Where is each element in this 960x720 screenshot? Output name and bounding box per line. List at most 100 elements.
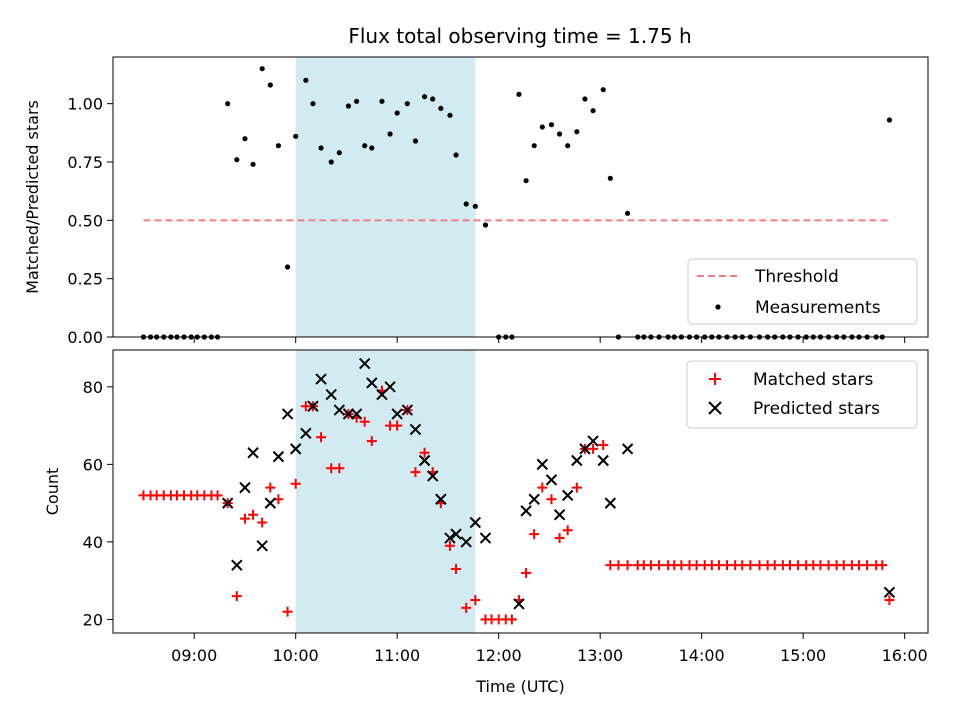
predicted-point <box>621 443 634 455</box>
matched-point <box>334 463 345 474</box>
matched-point <box>282 606 293 617</box>
measurement-point <box>275 143 282 149</box>
cross-b <box>342 408 355 420</box>
legend-predicted-label: Predicted stars <box>753 399 880 419</box>
measurement-point <box>318 145 324 151</box>
measurement-point <box>582 96 588 102</box>
y-tick-label: 0.75 <box>67 153 103 172</box>
legend-measurement-label: Measurements <box>755 298 881 318</box>
predicted-point <box>427 470 439 482</box>
cross-b <box>315 373 327 385</box>
legend-measurement-swatch <box>715 304 721 310</box>
matched-point <box>366 436 377 447</box>
ratio-axes-frame <box>112 56 929 338</box>
count-legend: Matched stars Predicted stars <box>686 360 918 429</box>
matched-point <box>290 478 301 489</box>
x-tick-label: 16:00 <box>882 646 928 665</box>
predicted-point <box>247 447 259 459</box>
cross-b <box>469 516 482 529</box>
predicted-point <box>342 408 355 420</box>
measurement-point <box>886 117 893 123</box>
cross-b <box>391 408 403 420</box>
y-tick-label: 0.00 <box>67 328 103 347</box>
x-tick-label: 10:00 <box>273 646 319 665</box>
measurement-point <box>556 131 563 137</box>
matched-point <box>598 439 609 450</box>
measurement-point <box>310 101 316 107</box>
predicted-point <box>350 408 363 420</box>
cross-b <box>325 388 337 401</box>
matched-point <box>562 525 573 536</box>
measurement-point <box>328 159 334 165</box>
matched-point <box>745 560 756 571</box>
predicted-point <box>450 528 462 540</box>
predicted-point <box>528 493 540 505</box>
measurement-point <box>293 133 299 139</box>
cross-b <box>571 454 583 467</box>
measurement-point <box>447 112 453 118</box>
matched-point <box>529 529 540 540</box>
matched-point <box>248 509 259 520</box>
matched-point <box>654 560 665 571</box>
predicted-point <box>289 443 302 455</box>
count-x-label: Time (UTC) <box>475 677 564 696</box>
cross-b <box>528 493 540 505</box>
predicted-point <box>264 497 277 509</box>
cross-b <box>536 458 549 471</box>
cross-b <box>460 536 472 548</box>
predicted-point <box>479 532 492 544</box>
predicted-point <box>597 454 609 467</box>
ratio-x-ticks <box>193 337 906 343</box>
cross-b <box>883 586 896 599</box>
predicted-point <box>604 497 617 509</box>
measurement-point <box>412 138 419 144</box>
cross-b <box>450 528 462 540</box>
matched-point <box>470 595 481 606</box>
cross-b <box>561 489 574 502</box>
y-tick-label: 60 <box>83 455 103 474</box>
cross-b <box>300 427 312 440</box>
predicted-point <box>513 598 525 610</box>
predicted-point <box>545 474 558 486</box>
measurement-point <box>607 175 613 181</box>
matched-point <box>419 447 430 458</box>
predicted-point <box>231 559 243 571</box>
measurement-point <box>336 150 342 156</box>
cross-b <box>221 497 234 509</box>
predicted-point <box>358 357 371 370</box>
matched-point <box>444 540 455 551</box>
matched-point <box>410 467 421 478</box>
cross-b <box>479 532 492 544</box>
legend-matched-label: Matched stars <box>753 370 873 390</box>
matched-point <box>506 614 517 625</box>
cross-b <box>281 408 294 420</box>
cross-b <box>708 401 722 415</box>
count-axes-frame <box>112 349 929 634</box>
matched-point <box>862 560 873 571</box>
predicted-point <box>315 373 327 385</box>
cross-b <box>333 404 346 416</box>
measurement-point <box>472 203 478 209</box>
x-tick-label: 15:00 <box>780 646 826 665</box>
measurement-point <box>404 101 410 107</box>
cross-b <box>231 559 243 571</box>
measurement-point <box>430 96 436 102</box>
measurement-point <box>259 66 265 72</box>
measurement-point <box>250 161 256 167</box>
matched-point <box>877 560 888 571</box>
measurement-point <box>362 143 368 149</box>
measurement-point <box>267 82 273 88</box>
cross-b <box>239 481 251 494</box>
cross-b <box>435 493 447 505</box>
cross-b <box>384 381 396 393</box>
measurement-point <box>523 178 529 184</box>
matched-point <box>392 420 403 431</box>
measurement-point <box>234 157 240 163</box>
matched-point <box>461 602 472 613</box>
measurement-point <box>387 131 393 137</box>
ratio-panel: 0.00 0.25 0.50 0.75 1.00 Matched/Predicted s… <box>23 56 929 347</box>
cross-b <box>587 435 599 447</box>
matched-point <box>622 560 633 571</box>
measurement-point <box>284 264 291 270</box>
